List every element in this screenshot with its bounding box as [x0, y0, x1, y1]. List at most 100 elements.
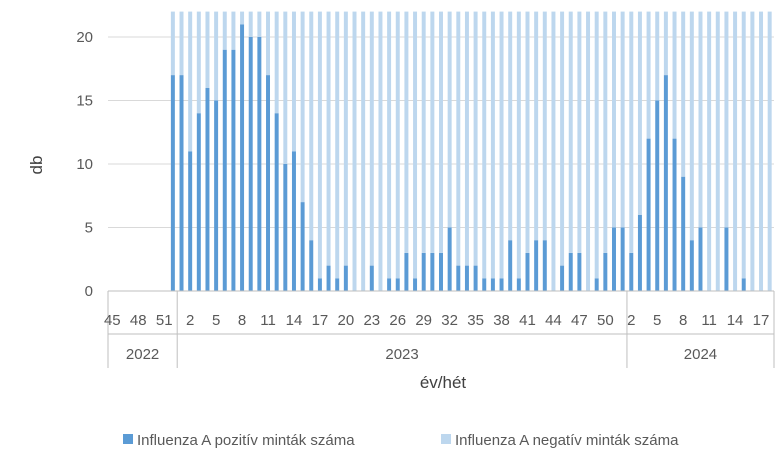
bar-negative	[577, 11, 582, 253]
bar-positive	[430, 252, 435, 291]
bar-negative	[231, 11, 236, 50]
bar-positive	[456, 265, 461, 291]
bar-negative	[707, 11, 712, 291]
bar-negative	[490, 11, 495, 279]
bar-positive	[248, 37, 253, 291]
bar-negative	[620, 11, 625, 228]
bar-negative	[248, 11, 253, 37]
x-tick-labels: 45 48 51 2 5 8 11 14 17 20 23 26 29 32 35 38 41 44 47 50 2 5 8…	[104, 312, 769, 329]
bar-negative	[413, 11, 418, 279]
bar-positive	[663, 75, 668, 291]
x-tick-label: 47	[571, 312, 588, 329]
bar-positive	[603, 252, 608, 291]
bar-negative	[317, 11, 322, 279]
bar-negative	[343, 11, 348, 266]
bar-positive	[637, 214, 642, 291]
bar-positive	[473, 265, 478, 291]
bar-positive	[724, 227, 729, 291]
legend-swatch-positive	[123, 434, 133, 444]
bar-negative	[681, 11, 686, 177]
bar-negative	[188, 11, 193, 152]
bar-negative	[499, 11, 504, 279]
bar-negative	[542, 11, 547, 241]
bar-negative	[646, 11, 651, 139]
bar-negative	[594, 11, 599, 279]
bar-negative	[214, 11, 219, 101]
bar-negative	[421, 11, 426, 253]
bar-positive	[525, 252, 530, 291]
bar-negative	[560, 11, 565, 266]
bar-negative	[767, 11, 772, 291]
x-tick-label: 35	[467, 312, 484, 329]
bar-positive	[689, 240, 694, 291]
bar-positive	[214, 100, 219, 291]
year-label: 2022	[126, 346, 159, 363]
bar-negative	[750, 11, 755, 291]
x-tick-label: 14	[286, 312, 303, 329]
bar-positive	[326, 265, 331, 291]
bar-negative	[352, 11, 357, 291]
bar-positive	[447, 227, 452, 291]
x-tick-label: 29	[415, 312, 432, 329]
bar-positive	[413, 278, 418, 291]
bar-negative	[387, 11, 392, 279]
bar-positive	[698, 227, 703, 291]
bar-positive	[439, 252, 443, 291]
bar-positive	[741, 278, 746, 291]
x-tick-label: 26	[389, 312, 406, 329]
bar-positive	[646, 138, 651, 291]
bar-positive	[672, 138, 677, 291]
x-tick-label: 5	[653, 312, 661, 329]
x-tick-label: 2	[186, 312, 194, 329]
bar-negative	[672, 11, 677, 139]
bar-positive	[291, 151, 296, 291]
bar-positive	[231, 49, 236, 292]
bar-negative	[369, 11, 374, 266]
bar-negative	[603, 11, 608, 253]
bar-negative	[196, 11, 201, 114]
bar-positive	[508, 240, 513, 291]
y-tick-labels: 0 5 10 15 20	[76, 29, 93, 300]
x-tick-label: 14	[727, 312, 744, 329]
bars	[170, 11, 772, 292]
bar-negative	[698, 11, 703, 228]
bar-positive	[560, 265, 565, 291]
bar-positive	[655, 100, 660, 291]
x-tick-label: 51	[156, 312, 173, 329]
bar-positive	[196, 113, 201, 291]
y-axis-title: db	[27, 156, 46, 175]
bar-negative	[266, 11, 271, 76]
x-tick-label: 8	[238, 312, 246, 329]
y-tick-label: 10	[76, 156, 93, 173]
year-labels: 2022 2023 2024	[126, 346, 717, 363]
bar-negative	[482, 11, 487, 279]
x-tick-label: 23	[363, 312, 380, 329]
bar-positive	[421, 252, 426, 291]
bar-negative	[222, 11, 227, 50]
bar-negative	[326, 11, 331, 266]
bar-negative	[534, 11, 539, 241]
bar-negative	[395, 11, 400, 279]
bar-negative	[170, 11, 175, 76]
legend-swatch-negative	[441, 434, 451, 444]
bar-negative	[240, 11, 245, 25]
y-tick-label: 5	[85, 220, 93, 237]
x-axis-title: év/hét	[420, 373, 467, 392]
x-tick-label: 11	[260, 312, 276, 329]
bar-negative	[568, 11, 573, 253]
bar-positive	[629, 252, 634, 291]
x-tick-label: 20	[338, 312, 355, 329]
bar-negative	[464, 11, 469, 266]
bar-positive	[309, 240, 314, 291]
bar-positive	[188, 151, 193, 291]
bar-positive	[283, 164, 288, 291]
bar-negative	[378, 11, 383, 291]
bar-positive	[205, 87, 210, 291]
bar-negative	[309, 11, 314, 241]
legend-label-positive: Influenza A pozitív minták száma	[137, 432, 355, 449]
bar-negative	[715, 11, 720, 291]
bar-negative	[439, 11, 443, 253]
bar-negative	[430, 11, 435, 253]
x-tick-label: 17	[312, 312, 329, 329]
x-tick-label: 5	[212, 312, 220, 329]
